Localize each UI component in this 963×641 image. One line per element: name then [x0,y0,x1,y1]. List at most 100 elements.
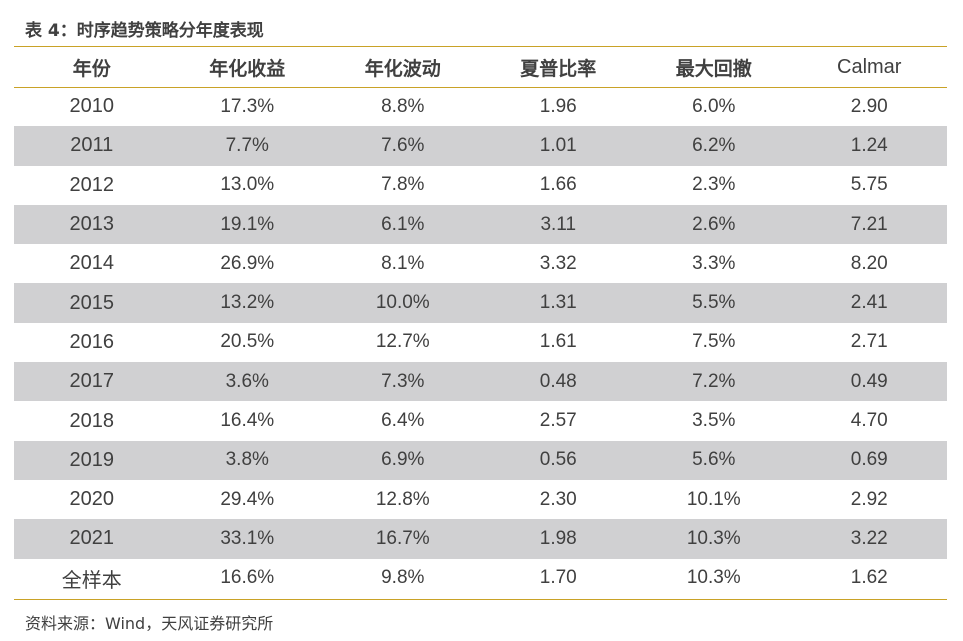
cell-sharpe-ratio: 1.96 [539,95,577,117]
cell-annual-volatility: 9.8% [381,567,425,589]
cell-annual-volatility: 8.8% [381,95,425,117]
bottom-rule [14,599,947,600]
header-sharpe-ratio: 夏普比率 [520,58,597,80]
cell-year: 2021 [14,519,170,559]
cell-annual-volatility: 8.1% [381,252,425,274]
table-row: 2017 3.6% 7.3% 0.48 7.2% 0.49 [14,362,947,402]
cell-sharpe-ratio: 0.48 [480,362,636,402]
cell-annual-return: 29.4% [220,488,275,510]
cell-calmar: 2.92 [850,488,888,510]
cell-year: 2013 [14,204,170,245]
cell-calmar: 1.62 [850,567,888,589]
cell-calmar: 5.75 [850,174,888,196]
cell-calmar: 0.69 [791,440,947,480]
cell-max-drawdown: 10.3% [636,519,792,559]
cell-max-drawdown: 7.5% [692,331,736,353]
header-annual-volatility: 年化波动 [364,58,441,80]
cell-year: 2018 [69,409,115,432]
table-row: 2018 16.4% 6.4% 2.57 3.5% 4.70 [14,401,947,440]
header-rule [14,87,947,88]
cell-calmar: 2.71 [850,331,888,353]
cell-calmar: 7.21 [791,204,947,245]
cell-calmar: 2.41 [791,283,947,323]
cell-sharpe-ratio: 2.57 [539,410,577,432]
cell-annual-return: 7.7% [169,126,325,166]
table-row: 2021 33.1% 16.7% 1.98 10.3% 3.22 [14,519,947,559]
table-row: 2019 3.8% 6.9% 0.56 5.6% 0.69 [14,440,947,480]
header-row: 年份 年化收益 年化波动 夏普比率 最大回撤 Calmar [14,48,947,87]
cell-max-drawdown: 3.5% [692,410,736,432]
cell-annual-return: 33.1% [169,519,325,559]
cell-year: 2011 [14,126,170,166]
table-row: 2011 7.7% 7.6% 1.01 6.2% 1.24 [14,126,947,166]
top-rule [14,46,947,47]
cell-year: 全样本 [61,567,122,592]
cell-sharpe-ratio: 1.31 [480,283,636,323]
cell-calmar: 8.20 [850,252,888,274]
header-annual-return: 年化收益 [209,58,286,80]
cell-year: 2015 [14,283,170,323]
header-calmar: Calmar [837,56,902,78]
cell-annual-return: 3.6% [169,362,325,402]
cell-year: 2020 [69,488,115,511]
cell-max-drawdown: 3.3% [692,252,736,274]
cell-calmar: 1.24 [791,126,947,166]
source-note: 资料来源：Wind，天风证券研究所 [25,614,274,633]
cell-sharpe-ratio: 3.11 [480,204,636,245]
cell-max-drawdown: 7.2% [636,362,792,402]
cell-year: 2016 [69,330,115,353]
table-row-full-sample: 全样本 16.6% 9.8% 1.70 10.3% 1.62 [14,559,947,598]
cell-annual-return: 3.8% [169,440,325,480]
cell-year: 2012 [69,173,115,196]
cell-annual-return: 26.9% [220,252,275,274]
header-year: 年份 [72,58,111,80]
cell-annual-volatility: 6.4% [381,410,425,432]
cell-annual-return: 20.5% [220,331,275,353]
cell-annual-volatility: 10.0% [325,283,481,323]
cell-sharpe-ratio: 1.61 [539,331,577,353]
cell-calmar: 4.70 [850,410,888,432]
cell-annual-volatility: 12.8% [375,488,430,510]
table-row: 2016 20.5% 12.7% 1.61 7.5% 2.71 [14,323,947,362]
cell-max-drawdown: 6.2% [636,126,792,166]
cell-sharpe-ratio: 3.32 [539,252,577,274]
cell-max-drawdown: 5.6% [636,440,792,480]
cell-calmar: 3.22 [791,519,947,559]
header-max-drawdown: 最大回撤 [675,58,752,80]
cell-year: 2014 [69,252,115,275]
cell-annual-return: 13.2% [169,283,325,323]
cell-year: 2017 [14,362,170,402]
cell-sharpe-ratio: 1.70 [539,567,577,589]
cell-annual-volatility: 16.7% [325,519,481,559]
cell-max-drawdown: 2.6% [636,204,792,245]
cell-annual-return: 16.6% [220,567,275,589]
performance-table: 年份 年化收益 年化波动 夏普比率 最大回撤 Calmar 2010 17.3% 8… [14,48,947,598]
cell-max-drawdown: 6.0% [692,95,736,117]
cell-max-drawdown: 10.3% [686,567,741,589]
table-row: 2012 13.0% 7.8% 1.66 2.3% 5.75 [14,166,947,205]
cell-max-drawdown: 10.1% [686,488,741,510]
cell-max-drawdown: 2.3% [692,174,736,196]
cell-calmar: 2.90 [850,95,888,117]
table-row: 2014 26.9% 8.1% 3.32 3.3% 8.20 [14,244,947,283]
cell-annual-volatility: 7.6% [325,126,481,166]
cell-annual-volatility: 7.8% [381,174,425,196]
cell-annual-volatility: 6.9% [325,440,481,480]
cell-annual-volatility: 12.7% [375,331,430,353]
cell-sharpe-ratio: 0.56 [480,440,636,480]
cell-sharpe-ratio: 1.66 [539,174,577,196]
table-row: 2013 19.1% 6.1% 3.11 2.6% 7.21 [14,204,947,245]
cell-annual-return: 19.1% [169,204,325,245]
table-row: 2015 13.2% 10.0% 1.31 5.5% 2.41 [14,283,947,323]
table-row: 2010 17.3% 8.8% 1.96 6.0% 2.90 [14,87,947,126]
cell-sharpe-ratio: 1.98 [480,519,636,559]
cell-annual-return: 17.3% [220,95,275,117]
cell-year: 2010 [69,95,115,118]
cell-year: 2019 [14,440,170,480]
cell-calmar: 0.49 [791,362,947,402]
cell-max-drawdown: 5.5% [636,283,792,323]
cell-annual-volatility: 6.1% [325,204,481,245]
cell-annual-volatility: 7.3% [325,362,481,402]
table-row: 2020 29.4% 12.8% 2.30 10.1% 2.92 [14,480,947,519]
table-title: 表 4：时序趋势策略分年度表现 [25,21,264,41]
